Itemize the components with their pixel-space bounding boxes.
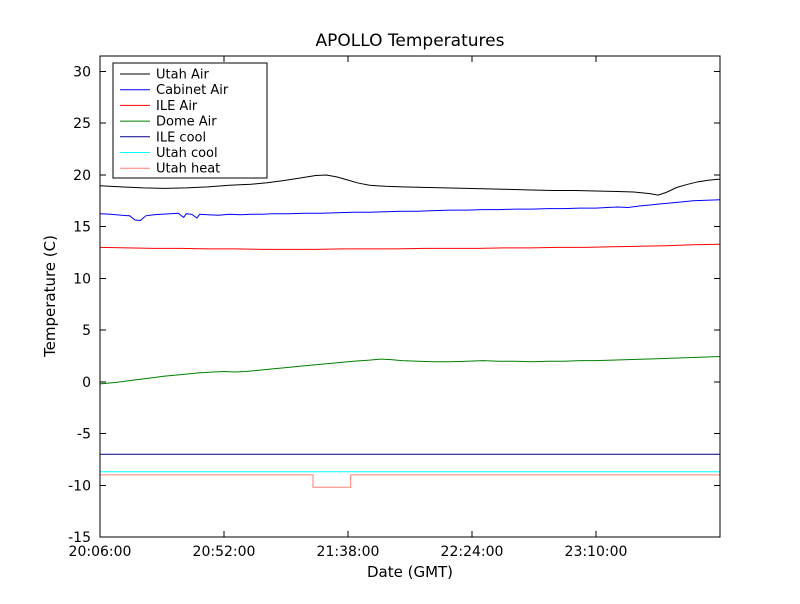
series-lines <box>99 174 721 488</box>
plot-frame <box>99 55 721 538</box>
y-tick-label: -15 <box>68 530 91 546</box>
series-line-ile-air <box>99 243 721 250</box>
series-line-dome-air <box>99 356 721 385</box>
legend-label: Utah heat <box>156 162 220 177</box>
chart-title: APOLLO Temperatures <box>316 31 505 51</box>
legend-label: Dome Air <box>156 115 217 130</box>
x-tick-label: 23:10:00 <box>565 544 628 560</box>
x-axis-label: Date (GMT) <box>367 563 453 581</box>
legend-label: ILE cool <box>156 130 206 145</box>
legend-label: Utah cool <box>156 146 218 161</box>
y-tick-label: 5 <box>82 323 91 339</box>
legend-label: ILE Air <box>156 99 198 114</box>
y-tick-label: 15 <box>73 220 91 236</box>
y-axis-label: Temperature (C) <box>41 235 59 358</box>
x-tick-label: 20:52:00 <box>193 544 256 560</box>
series-line-utah-air <box>99 174 721 196</box>
legend-label: Utah Air <box>156 68 209 83</box>
series-line-cabinet-air <box>99 199 721 222</box>
y-tick-label: -5 <box>77 427 91 443</box>
y-tick-label: 0 <box>82 375 91 391</box>
y-tick-label: -10 <box>68 478 91 494</box>
x-tick-label: 21:38:00 <box>317 544 380 560</box>
y-tick-label: 25 <box>73 116 91 132</box>
y-tick-label: 20 <box>73 168 91 184</box>
y-tick-label: 30 <box>73 65 91 81</box>
legend-box <box>112 62 268 179</box>
x-tick-label: 20:06:00 <box>69 544 132 560</box>
x-tick-label: 22:24:00 <box>441 544 504 560</box>
y-tick-label: 10 <box>73 271 91 287</box>
series-line-utah-heat <box>100 474 720 488</box>
legend-label: Cabinet Air <box>156 83 229 98</box>
